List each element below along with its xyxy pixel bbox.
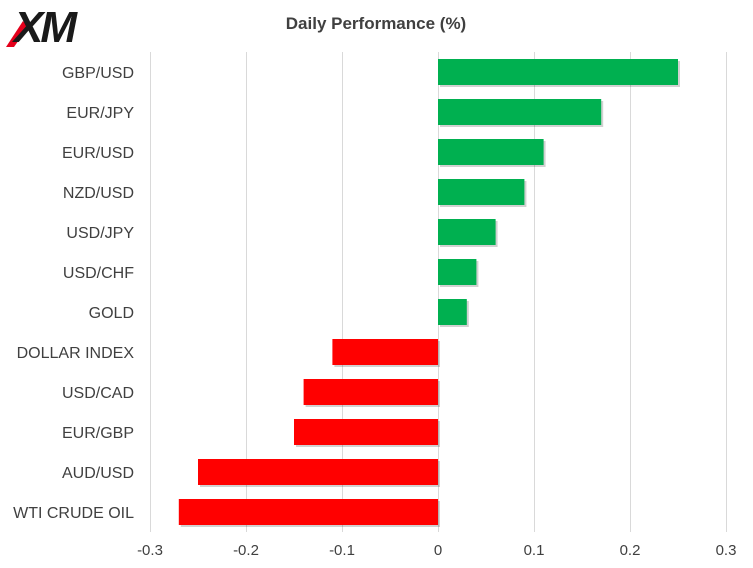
category-label: GOLD	[89, 305, 134, 322]
category-label: EUR/JPY	[66, 105, 134, 122]
x-tick-label: -0.3	[137, 542, 163, 559]
bar-eur-gbp	[294, 419, 438, 445]
x-tick-label: 0.3	[716, 542, 737, 559]
category-label: USD/CHF	[63, 265, 134, 282]
bar-dollar-index	[332, 339, 438, 365]
x-tick-label: -0.2	[233, 542, 259, 559]
category-label: AUD/USD	[62, 465, 134, 482]
bar-aud-usd	[198, 459, 438, 485]
category-label: USD/CAD	[62, 385, 134, 402]
bar-wti-crude-oil	[178, 499, 439, 525]
category-label: DOLLAR INDEX	[17, 345, 135, 362]
x-tick-label: 0	[434, 542, 442, 559]
x-tick-label: -0.1	[329, 542, 355, 559]
x-tick-label: 0.2	[620, 542, 641, 559]
bar-nzd-usd	[438, 179, 525, 205]
bar-eur-jpy	[438, 99, 602, 125]
logo-red-slash	[6, 21, 28, 47]
x-tick-label: 0.1	[524, 542, 545, 559]
category-label: EUR/USD	[62, 145, 134, 162]
bar-eur-usd	[438, 139, 544, 165]
bar-usd-cad	[303, 379, 438, 405]
category-label: NZD/USD	[63, 185, 134, 202]
logo-text: XM	[11, 3, 78, 47]
category-label: WTI CRUDE OIL	[13, 505, 134, 522]
bar-usd-chf	[438, 259, 477, 285]
xm-logo: XM	[6, 3, 81, 47]
category-label: USD/JPY	[66, 225, 134, 242]
bar-gbp-usd	[438, 59, 678, 85]
bar-gold	[438, 299, 467, 325]
bar-usd-jpy	[438, 219, 496, 245]
category-label: GBP/USD	[62, 65, 134, 82]
chart-title: Daily Performance (%)	[286, 14, 466, 33]
category-label: EUR/GBP	[62, 425, 134, 442]
